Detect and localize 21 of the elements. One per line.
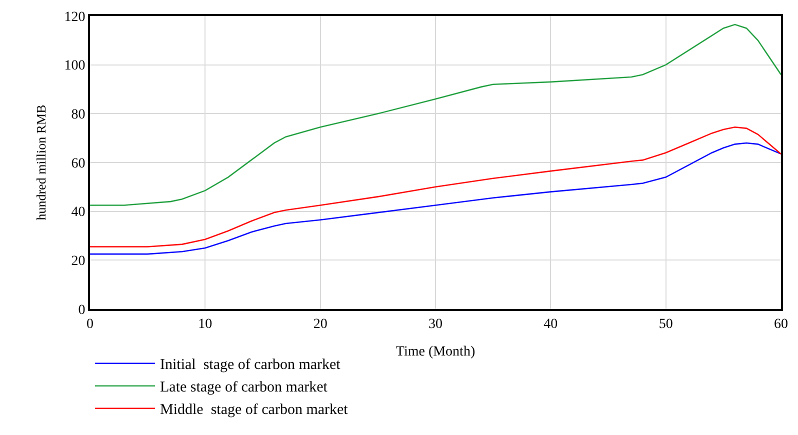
- line-series: [90, 126, 781, 248]
- line-series: [90, 142, 781, 255]
- y-tick-label: 20: [71, 254, 86, 270]
- x-tick-label: 10: [198, 316, 212, 332]
- y-tick-label: 100: [64, 58, 86, 74]
- y-tick-label: 60: [71, 156, 86, 172]
- y-tick-label: 0: [78, 302, 86, 318]
- x-tick-label: 20: [313, 316, 328, 332]
- x-tick-label: 50: [658, 316, 673, 332]
- line-series: [90, 24, 781, 206]
- x-tick-label: 60: [774, 316, 788, 332]
- x-axis-title: Time (Month): [396, 344, 476, 360]
- y-tick-label: 80: [71, 108, 86, 123]
- x-tick-label: 40: [544, 316, 558, 332]
- x-tick-label: 30: [428, 316, 442, 332]
- y-tick-label: 40: [71, 205, 86, 220]
- y-axis-title: hundred million RMB: [34, 104, 49, 220]
- y-tick-label: 120: [64, 10, 86, 25]
- legend-label: Late stage of carbon market: [160, 380, 328, 396]
- legend-label: Middle stage of carbon market: [160, 402, 349, 418]
- legend-label: Initial stage of carbon market: [160, 357, 342, 374]
